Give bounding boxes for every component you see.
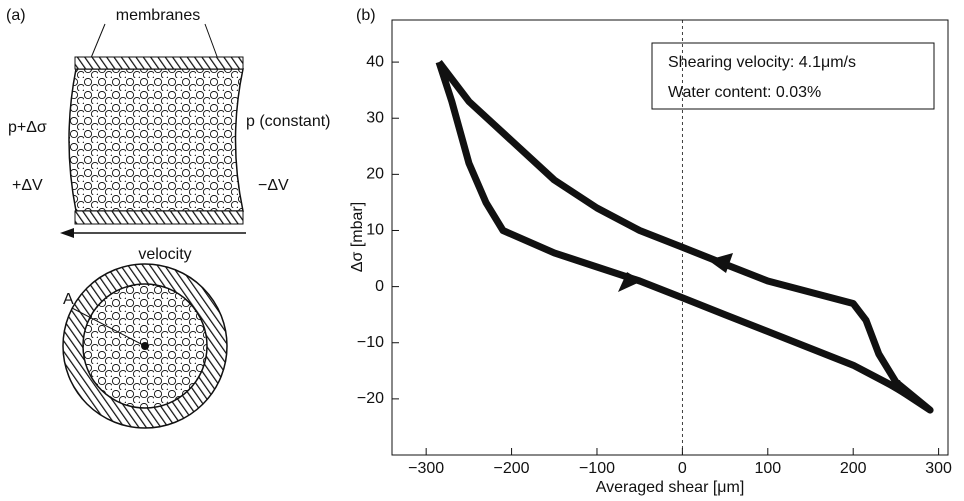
direction-arrow bbox=[618, 272, 642, 292]
x-tick-label: 300 bbox=[925, 460, 952, 477]
hysteresis-curve bbox=[435, 59, 934, 414]
y-tick-label: −20 bbox=[357, 390, 384, 407]
panel-label: (b) bbox=[356, 7, 376, 24]
membrane bbox=[74, 210, 244, 225]
volume-left: +ΔV bbox=[12, 177, 43, 194]
sample bbox=[68, 68, 244, 212]
annotation: Water content: 0.03% bbox=[668, 84, 821, 101]
point-label: A bbox=[63, 291, 74, 308]
panel-label: (a) bbox=[6, 7, 26, 24]
volume-right: −ΔV bbox=[258, 177, 289, 194]
x-tick-label: 100 bbox=[754, 460, 781, 477]
annotation-box bbox=[651, 42, 935, 110]
y-tick-label: −10 bbox=[357, 334, 384, 351]
x-axis-label: Averaged shear [μm] bbox=[596, 479, 745, 496]
arrow-head bbox=[60, 228, 74, 238]
velocity-label: velocity bbox=[138, 246, 191, 263]
y-tick-label: 10 bbox=[366, 222, 384, 239]
plot-frame bbox=[391, 19, 949, 456]
y-tick-label: 20 bbox=[366, 166, 384, 183]
pressure-left: p+Δσ bbox=[8, 119, 47, 136]
panel-a: (a) membranes p+Δσ p (constant) +ΔV −ΔV … bbox=[6, 7, 330, 429]
y-axis-label: Δσ [mbar] bbox=[349, 202, 366, 272]
y-tick-label: 40 bbox=[366, 53, 384, 70]
x-tick-label: −100 bbox=[579, 460, 615, 477]
pointer bbox=[71, 307, 146, 347]
y-tick-label: 30 bbox=[366, 109, 384, 126]
membranes-label: membranes bbox=[116, 7, 200, 24]
annotation: Shearing velocity: 4.1μm/s bbox=[668, 54, 856, 71]
y-tick-label: 0 bbox=[375, 278, 384, 295]
pressure-right: p (constant) bbox=[246, 113, 330, 130]
x-tick-label: 0 bbox=[678, 460, 687, 477]
x-tick-label: −200 bbox=[494, 460, 530, 477]
membrane bbox=[74, 56, 244, 70]
x-tick-label: 200 bbox=[840, 460, 867, 477]
x-tick-label: −300 bbox=[408, 460, 444, 477]
